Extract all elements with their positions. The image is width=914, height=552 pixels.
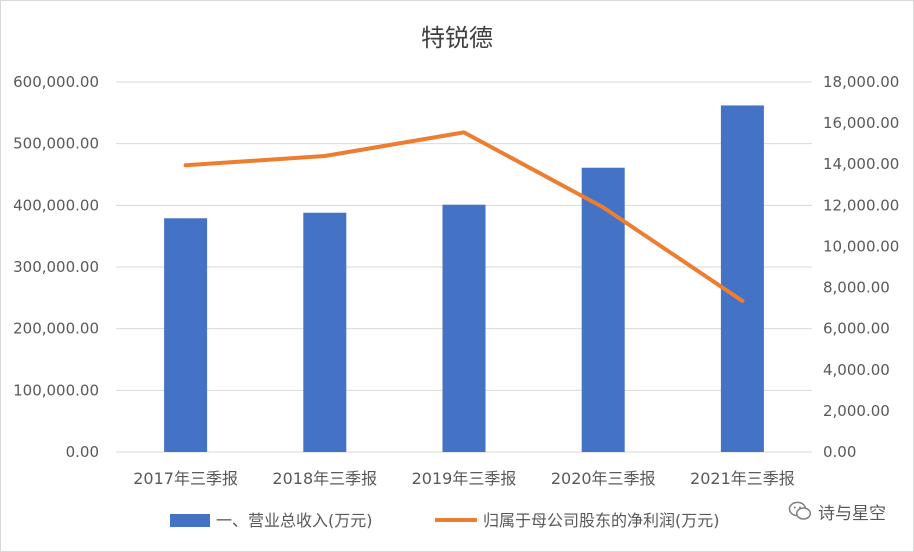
y-left-tick-label: 0.00 <box>66 443 99 461</box>
y-right-tick-label: 18,000.00 <box>823 73 899 91</box>
bar <box>442 204 486 452</box>
bar <box>164 218 208 452</box>
y-right-tick-label: 10,000.00 <box>823 237 899 255</box>
x-tick-label: 2017年三季报 <box>133 469 238 488</box>
chart-title: 特锐德 <box>421 24 493 52</box>
x-tick-label: 2018年三季报 <box>272 469 377 488</box>
wechat-icon <box>788 501 812 520</box>
y-right-tick-label: 12,000.00 <box>823 196 899 214</box>
y-left-tick-label: 400,000.00 <box>13 196 99 214</box>
legend-swatch-bar <box>170 514 210 527</box>
bar <box>303 212 347 452</box>
y-left-tick-label: 500,000.00 <box>13 135 99 153</box>
y-right-tick-label: 14,000.00 <box>823 155 899 173</box>
y-right-tick-label: 4,000.00 <box>823 361 890 379</box>
legend-label-line: 归属于母公司股东的净利润(万元) <box>483 511 720 530</box>
y-right-tick-label: 2,000.00 <box>823 402 890 420</box>
watermark-text: 诗与星空 <box>818 503 886 524</box>
x-tick-label: 2021年三季报 <box>690 469 795 488</box>
legend-label-bar: 一、营业总收入(万元) <box>216 511 373 530</box>
x-tick-label: 2019年三季报 <box>412 469 517 488</box>
y-left-tick-label: 100,000.00 <box>13 381 99 399</box>
y-right-tick-label: 8,000.00 <box>823 279 890 297</box>
bar <box>581 167 625 452</box>
y-right-tick-label: 16,000.00 <box>823 114 899 132</box>
y-left-tick-label: 600,000.00 <box>13 73 99 91</box>
y-left-tick-label: 200,000.00 <box>13 320 99 338</box>
bar <box>720 105 764 452</box>
watermark: 诗与星空 <box>788 497 886 525</box>
y-right-tick-label: 6,000.00 <box>823 320 890 338</box>
x-tick-label: 2020年三季报 <box>551 469 656 488</box>
y-left-tick-label: 300,000.00 <box>13 258 99 276</box>
y-right-tick-label: 0.00 <box>823 443 856 461</box>
